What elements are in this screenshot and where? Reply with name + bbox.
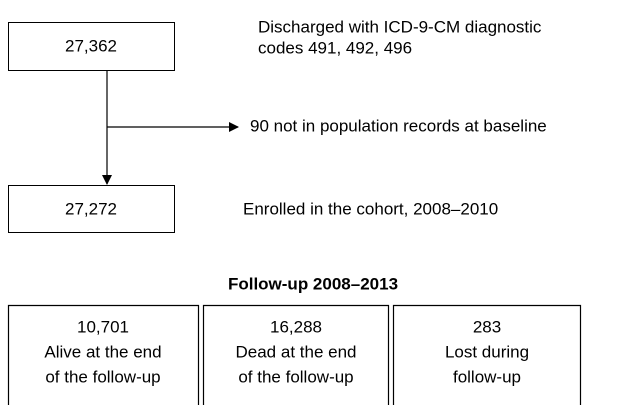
outcome-label: Lost during <box>445 342 529 361</box>
outcome-label: Alive at the end <box>44 342 161 361</box>
outcome-box <box>392 304 582 405</box>
outcome-label: of the follow-up <box>45 367 160 386</box>
exclusion: 90 not in population records at baseline <box>250 116 547 135</box>
outcome-box <box>7 304 200 405</box>
outcome-count: 283 <box>473 317 501 336</box>
step-description: Enrolled in the cohort, 2008–2010 <box>243 199 498 218</box>
outcome-label: follow-up <box>453 367 521 386</box>
step-count: 27,362 <box>65 36 117 55</box>
outcome-box <box>202 304 390 405</box>
outcome-count: 10,701 <box>77 317 129 336</box>
step-count: 27,272 <box>65 199 117 218</box>
step-box <box>8 22 175 71</box>
step-description: Discharged with ICD-9-CM diagnostic <box>258 17 542 36</box>
outcome-label: of the follow-up <box>238 367 353 386</box>
step-box <box>8 185 175 233</box>
outcome-label: Dead at the end <box>236 342 357 361</box>
step-description: codes 491, 492, 496 <box>258 38 412 57</box>
follow-up-title: Follow-up 2008–2013 <box>228 274 398 293</box>
outcome-count: 16,288 <box>270 317 322 336</box>
